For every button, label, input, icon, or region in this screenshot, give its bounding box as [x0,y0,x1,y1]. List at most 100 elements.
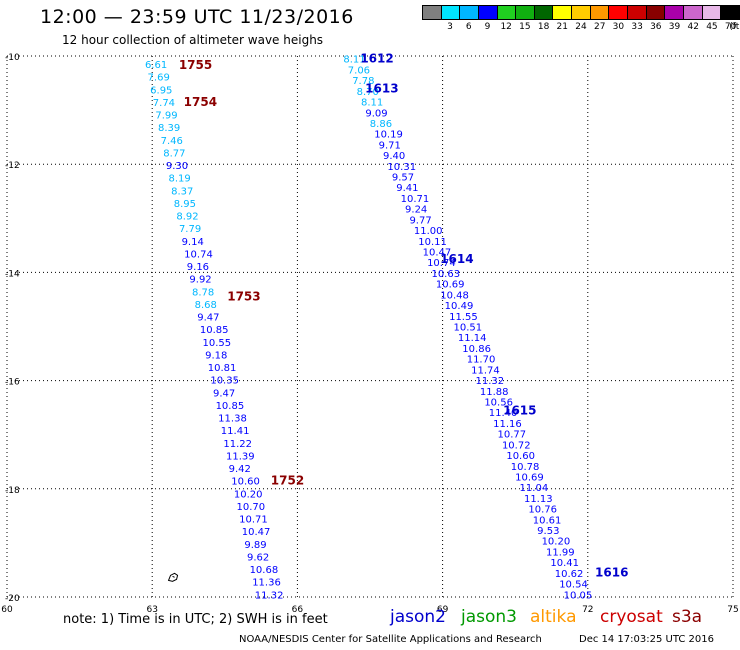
colorbar-unit: (ft) [729,22,740,32]
time-label: 1752 [271,474,304,488]
colorbar-cell [571,5,590,20]
swh-value: 9.77 [409,215,431,226]
swh-value: 9.62 [247,552,269,563]
lat-tick-label: -10 [5,53,20,63]
swh-value: 9.16 [187,262,209,273]
lat-tick-label: -16 [5,378,20,388]
time-label: 1613 [365,81,398,95]
swh-value: 9.71 [379,140,401,151]
swh-value: 7.78 [352,76,374,87]
legend-jason3: jason3 [461,607,517,627]
lon-tick-label: 72 [582,605,593,615]
swh-value: 11.13 [524,494,553,505]
lat-tick-label: -20 [5,594,20,604]
units-note: note: 1) Time is in UTC; 2) SWH is in fe… [63,612,328,627]
swh-value: 10.72 [502,440,531,451]
swh-value: 10.20 [542,537,571,548]
colorbar-label: 3 [447,22,453,32]
swh-value: 7.06 [348,65,370,76]
swh-value: 8.37 [171,186,193,197]
credit-text: NOAA/NESDIS Center for Satellite Applica… [239,634,542,645]
swh-value: 10.68 [250,565,279,576]
swh-value: 11.99 [546,547,575,558]
colorbar-label: 27 [593,22,606,32]
colorbar-label: 24 [575,22,587,32]
swh-value: 10.54 [559,580,588,591]
lat-tick-label: -12 [5,161,20,171]
swh-value: 9.41 [396,183,418,194]
swh-value: 11.88 [480,387,509,398]
colorbar-cell [459,5,478,20]
colorbar-label: 12 [500,22,512,32]
lon-tick-label: 66 [292,605,304,615]
swh-value: 11.74 [471,365,500,376]
swh-value: 10.47 [423,248,452,259]
swh-value: 9.47 [197,313,219,324]
colorbar-label: 6 [465,22,472,32]
colorbar-label: 42 [687,22,699,32]
swh-value: 9.24 [405,205,427,216]
swh-value: 10.51 [453,323,482,334]
swh-value: 10.74 [427,258,456,269]
colorbar-label: 36 [650,22,662,32]
swh-value: 8.68 [195,300,217,311]
time-label: 1616 [595,566,628,580]
swh-value: 10.62 [555,569,584,580]
colorbar-label: 39 [668,22,681,32]
swh-value: 11.39 [226,451,255,462]
swh-value: 8.11 [361,98,383,109]
swh-value: 11.55 [449,312,478,323]
swh-value: 10.48 [440,290,469,301]
swh-value: 10.60 [506,451,535,462]
swh-value: 11.70 [467,355,496,366]
swh-value: 11.04 [520,483,549,494]
swh-value: 7.99 [155,111,177,122]
lat-tick-label: -18 [5,486,20,496]
colorbar-cell [533,5,553,20]
colorbar-cell [645,5,665,20]
colorbar-cell [422,5,441,20]
swh-value: 11.32 [476,376,505,387]
swh-value: 8.95 [174,199,196,210]
swh-value: 9.30 [166,161,188,172]
colorbar-label: 9 [484,22,491,32]
swh-value: 11.22 [223,439,252,450]
swh-value: 10.71 [239,515,268,526]
page-title: 12:00 — 23:59 UTC 11/23/2016 [40,6,354,28]
swh-value: 8.19 [168,174,190,185]
swh-value: 11.36 [252,578,281,589]
swh-value: 10.86 [462,344,491,355]
colorbar-cell [682,5,702,20]
colorbar-label: 33 [631,22,643,32]
swh-value: 10.70 [236,502,265,513]
swh-value: 10.61 [533,515,562,526]
wave-height-colorbar [422,5,740,20]
time-label: 1612 [360,52,393,66]
legend-altika: altika [530,607,577,627]
swh-value: 9.57 [392,173,414,184]
colorbar-cell [477,5,497,20]
colorbar-cell [589,5,609,20]
swh-value: 11.38 [218,414,247,425]
swh-value: 9.40 [383,151,405,162]
swh-value: 10.56 [484,397,513,408]
swh-value: 11.00 [414,226,443,237]
swh-value: 11.41 [221,426,250,437]
swh-value: 9.18 [205,350,227,361]
swh-value: 10.76 [528,505,557,516]
legend-cryosat: cryosat [600,607,663,627]
colorbar-label: 45 [706,22,718,32]
swh-value: 9.53 [537,526,559,537]
swh-value: 11.32 [255,590,284,601]
swh-value: 10.35 [210,376,239,387]
legend-s3a: s3a [672,607,703,627]
swh-value: 8.39 [158,123,180,134]
swh-value: 8.86 [370,119,392,130]
swh-value: 8.92 [176,212,198,223]
swh-value: 9.92 [189,275,211,286]
swh-value: 8.77 [163,148,185,159]
colorbar-cell [440,5,460,20]
colorbar-label: 21 [556,22,569,32]
